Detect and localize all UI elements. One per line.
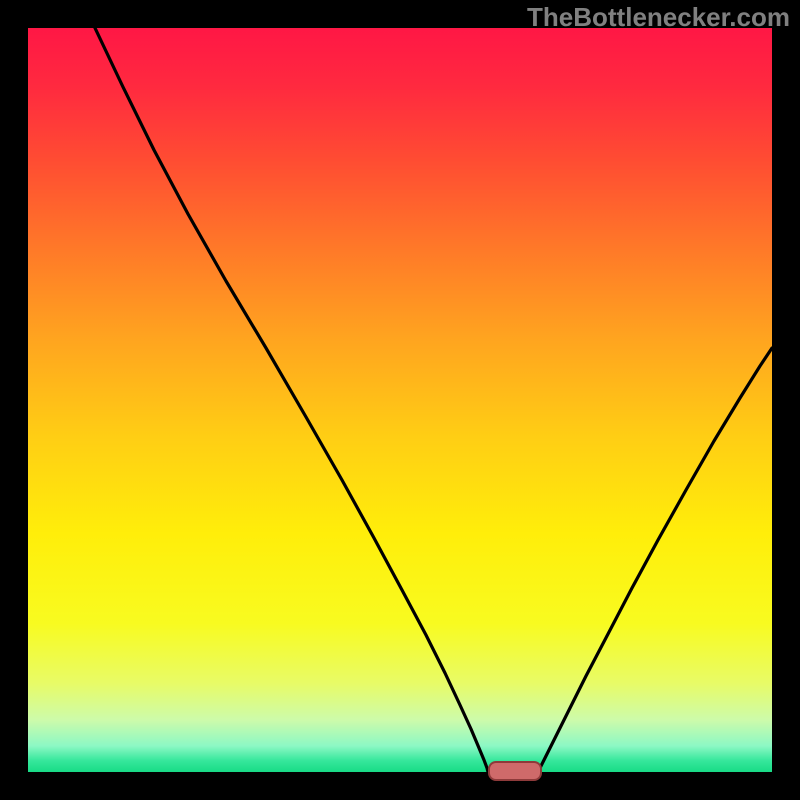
optimal-marker [488, 761, 542, 781]
plot-area [28, 28, 772, 772]
watermark-label: TheBottlenecker.com [527, 2, 790, 33]
gradient-background [28, 28, 772, 772]
curve-layer [28, 28, 772, 772]
